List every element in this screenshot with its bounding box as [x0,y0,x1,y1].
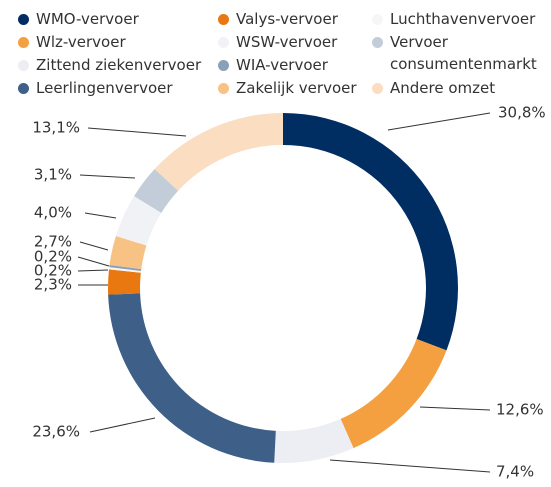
legend-swatch [372,37,383,48]
legend-swatch [18,14,29,25]
data-label: 30,8% [498,104,546,122]
data-label: 0,2% [34,248,72,266]
donut-slice [108,267,142,273]
legend-item: Vervoer consumentenmarkt [372,31,537,75]
data-label: 2,3% [34,276,72,294]
donut-slice [109,236,147,270]
data-label: 2,7% [34,233,72,251]
legend-item: Zakelijk vervoer [218,77,368,99]
donut-slice [109,264,142,271]
legend-item: Leerlingenvervoer [18,77,208,99]
leader-line [77,256,110,267]
legend-label: Zakelijk vervoer [236,79,357,97]
legend-swatch [218,14,229,25]
legend-label: Andere omzet [390,79,496,97]
donut-slice [108,293,276,463]
data-label: 23,6% [32,423,80,441]
legend-label: Wlz-vervoer [36,33,126,51]
donut-slice [115,196,162,246]
legend-swatch [218,37,229,48]
leader-line [329,459,491,473]
leader-line [419,406,491,411]
leader-line [89,417,156,433]
legend-label: WSW-vervoer [236,33,338,51]
legend-swatch [372,14,383,25]
legend-item: WIA-vervoer [218,54,368,76]
data-label: 13,1% [32,119,80,137]
leader-line [87,127,187,137]
donut-slice [134,169,179,213]
donut-slice [108,269,141,295]
legend-label: Leerlingenvervoer [36,79,173,97]
data-label: 0,2% [34,262,72,280]
donut-slice [340,338,447,449]
legend-label: Vervoer consumentenmarkt [390,33,537,73]
legend-item: Andere omzet [372,77,542,99]
legend-swatch [218,60,229,71]
leader-line [387,112,491,131]
legend-label: WIA-vervoer [236,56,328,74]
leader-line [79,174,136,179]
legend-item: Zittend ziekenvervoer [18,54,218,76]
data-label: 4,0% [34,204,72,222]
donut-slice [274,418,354,463]
data-label: 7,4% [496,463,534,481]
legend-item: Luchthavenvervoer [372,8,542,30]
legend-swatch [18,83,29,94]
legend-swatch [218,83,229,94]
leader-line [84,212,117,219]
legend-item: Wlz-vervoer [18,31,208,53]
legend-item: WMO-vervoer [18,8,208,30]
legend-item: Valys-vervoer [218,8,368,30]
legend-swatch [18,37,29,48]
donut-slice [154,113,283,191]
data-label: 12,6% [496,401,544,419]
legend-label: Luchthavenvervoer [390,10,536,28]
legend-item: WSW-vervoer [218,31,368,53]
legend-swatch [18,60,29,71]
legend-label: WMO-vervoer [36,10,139,28]
leader-line [77,269,109,272]
leader-line [79,241,109,251]
legend-label: Zittend ziekenvervoer [36,56,202,74]
legend-swatch [372,83,383,94]
donut-slice [283,113,458,351]
data-label: 3,1% [34,166,72,184]
legend-label: Valys-vervoer [236,10,338,28]
